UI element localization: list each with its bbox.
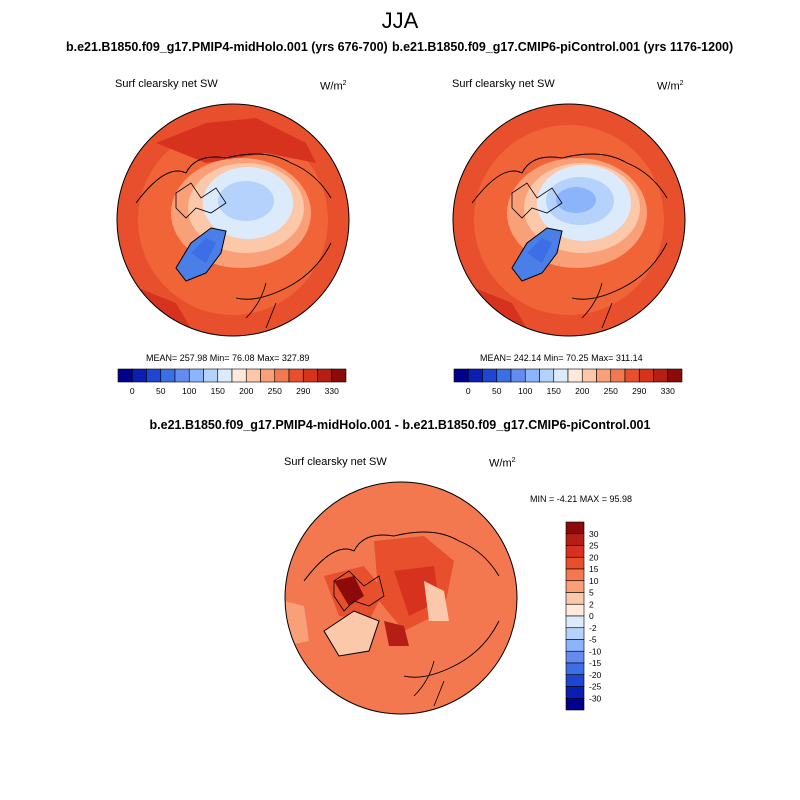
colorbar-box [331, 368, 347, 383]
colorbar-tick-label: -25 [589, 682, 602, 692]
colorbar-tick-label: 250 [268, 386, 282, 396]
colorbar-box [565, 686, 585, 699]
colorbar-box [565, 545, 585, 558]
colorbar-box [302, 368, 318, 383]
colorbar-box [638, 368, 654, 383]
colorbar-box [453, 368, 469, 383]
colorbar-box [565, 603, 585, 617]
colorbar-panel1: 0 50 100 150 200 250 290 330 [117, 368, 347, 396]
case1-title: b.e21.B1850.f09_g17.PMIP4-midHolo.001 (y… [66, 40, 388, 54]
colorbar-tick-label: -30 [589, 693, 602, 703]
colorbar-box [565, 627, 585, 640]
colorbar-tick-label: 0 [466, 386, 471, 396]
colorbar-box [565, 650, 585, 664]
colorbar-box [565, 580, 585, 593]
colorbar-tick-label: 330 [661, 386, 675, 396]
colorbar-box [174, 368, 190, 383]
colorbar-box [510, 368, 526, 383]
colorbar-tick-label: 100 [182, 386, 196, 396]
figure-title: JJA [381, 8, 419, 33]
panel3-stats: MIN = -4.21 MAX = 95.98 [530, 494, 633, 504]
panel2-units: W/m2 [657, 80, 684, 93]
colorbar-tick-label: -15 [589, 658, 602, 668]
panel1-stats: MEAN= 257.98 Min= 76.08 Max= 327.89 [146, 353, 310, 363]
colorbar-tick-label: -2 [589, 623, 597, 633]
panel1-variable: Surf clearsky net SW [115, 78, 218, 90]
colorbar-tick-label: 25 [589, 541, 599, 551]
colorbar-box [581, 368, 597, 383]
colorbar-box [565, 592, 585, 605]
colorbar-tick-label: -20 [589, 670, 602, 680]
colorbar-tick-label: 0 [589, 611, 594, 621]
colorbar-tick-label: 200 [239, 386, 253, 396]
panel3-variable: Surf clearsky net SW [284, 456, 387, 468]
colorbar-tick-label: 150 [547, 386, 561, 396]
colorbar-box [217, 368, 233, 383]
colorbar-box [131, 368, 147, 383]
colorbar-box [553, 368, 569, 383]
map-panel1 [116, 103, 350, 337]
colorbar-box [565, 662, 585, 676]
colorbar-box [565, 533, 585, 546]
colorbar-box [667, 368, 683, 383]
colorbar-tick-label: 2 [589, 599, 594, 609]
difference-title: b.e21.B1850.f09_g17.PMIP4-midHolo.001 - … [149, 418, 651, 432]
colorbar-box [245, 368, 261, 383]
colorbar-tick-label: 0 [130, 386, 135, 396]
map-panel2 [452, 103, 686, 337]
colorbar-panel2: 0 50 100 150 200 250 290 330 [453, 368, 683, 396]
colorbar-box [260, 368, 276, 383]
colorbar-tick-label: 5 [589, 588, 594, 598]
colorbar-box [567, 368, 583, 383]
colorbar-box [274, 368, 290, 383]
colorbar-box [317, 368, 333, 383]
colorbar-tick-label: 10 [589, 576, 599, 586]
colorbar-tick-label: 200 [575, 386, 589, 396]
colorbar-tick-label: 30 [589, 529, 599, 539]
colorbar-box [565, 568, 585, 582]
colorbar-box [565, 521, 585, 535]
map-difference [284, 481, 518, 715]
colorbar-box [596, 368, 612, 383]
colorbar-box [565, 697, 585, 711]
panel2-stats: MEAN= 242.14 Min= 70.25 Max= 311.14 [480, 353, 643, 363]
colorbar-tick-label: 50 [492, 386, 502, 396]
colorbar-box [288, 368, 304, 383]
colorbar-box [160, 368, 176, 383]
colorbar-box [467, 368, 483, 383]
colorbar-box [653, 368, 669, 383]
colorbar-tick-label: 330 [325, 386, 339, 396]
colorbar-tick-label: 290 [296, 386, 310, 396]
colorbar-box [496, 368, 512, 383]
panel3-units: W/m2 [489, 457, 516, 470]
colorbar-box [146, 368, 162, 383]
colorbar-box [565, 556, 585, 570]
colorbar-tick-label: 100 [518, 386, 532, 396]
panel2-variable: Surf clearsky net SW [452, 78, 555, 90]
colorbar-box [565, 615, 585, 629]
colorbar-box [117, 368, 133, 383]
case2-title: b.e21.B1850.f09_g17.CMIP6-piControl.001 … [392, 40, 734, 54]
colorbar-tick-label: -10 [589, 646, 602, 656]
colorbar-box [203, 368, 219, 383]
colorbar-tick-label: 15 [589, 564, 599, 574]
colorbar-tick-label: 290 [632, 386, 646, 396]
colorbar-tick-label: 50 [156, 386, 166, 396]
colorbar-box [482, 368, 498, 383]
panel1-units: W/m2 [320, 80, 347, 93]
colorbar-box [539, 368, 555, 383]
colorbar-box [188, 368, 204, 383]
colorbar-box [565, 639, 585, 652]
colorbar-box [565, 674, 585, 687]
colorbar-box [231, 368, 247, 383]
colorbar-tick-label: 20 [589, 552, 599, 562]
colorbar-box [524, 368, 540, 383]
colorbar-tick-label: -5 [589, 635, 597, 645]
colorbar-box [624, 368, 640, 383]
colorbar-tick-label: 150 [211, 386, 225, 396]
colorbar-box [610, 368, 626, 383]
colorbar-tick-label: 250 [604, 386, 618, 396]
